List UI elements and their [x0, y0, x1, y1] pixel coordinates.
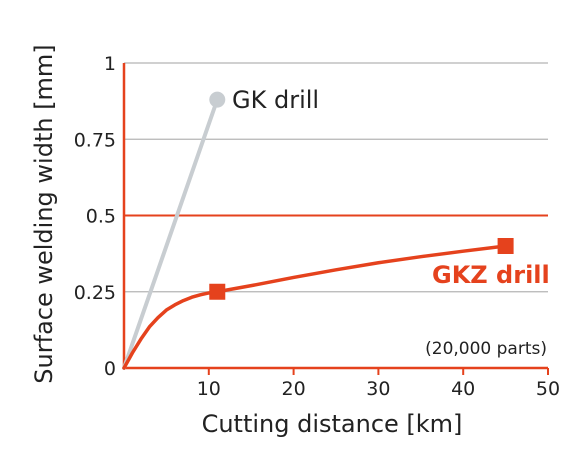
- parts-annotation: (20,000 parts): [425, 339, 547, 359]
- tick-labels: 10 20 30 40 50 0 0.25 0.5 0.75 1: [74, 53, 560, 400]
- x-tick-label: 20: [282, 378, 306, 400]
- y-tick-label: 0: [104, 358, 116, 380]
- y-tick-label: 0.75: [74, 129, 116, 151]
- grid-lines: [124, 62, 548, 293]
- gkz-drill-point: [497, 238, 514, 254]
- gkz-drill-point: [209, 283, 226, 300]
- x-tick-label: 50: [536, 378, 560, 400]
- series-line-gk-drill: [122, 97, 220, 370]
- x-tick-label: 30: [366, 378, 390, 400]
- series-lines: [122, 97, 508, 370]
- series-label-gkz-drill: GKZ drill: [432, 261, 550, 289]
- gk-drill-point: [209, 91, 226, 108]
- x-tick-label: 10: [197, 378, 221, 400]
- y-tick-label: 1: [104, 53, 116, 75]
- series-label-gk-drill: GK drill: [232, 86, 319, 114]
- y-axis-title: Surface welding width [mm]: [30, 44, 58, 383]
- y-tick-label: 0.5: [86, 206, 116, 228]
- y-tick-label: 0.25: [74, 282, 116, 304]
- series-markers: [209, 91, 514, 300]
- series-line-gkz-drill: [122, 244, 508, 370]
- x-tick-label: 40: [451, 378, 475, 400]
- x-axis-title: Cutting distance [km]: [202, 410, 463, 438]
- axes: [122, 63, 549, 375]
